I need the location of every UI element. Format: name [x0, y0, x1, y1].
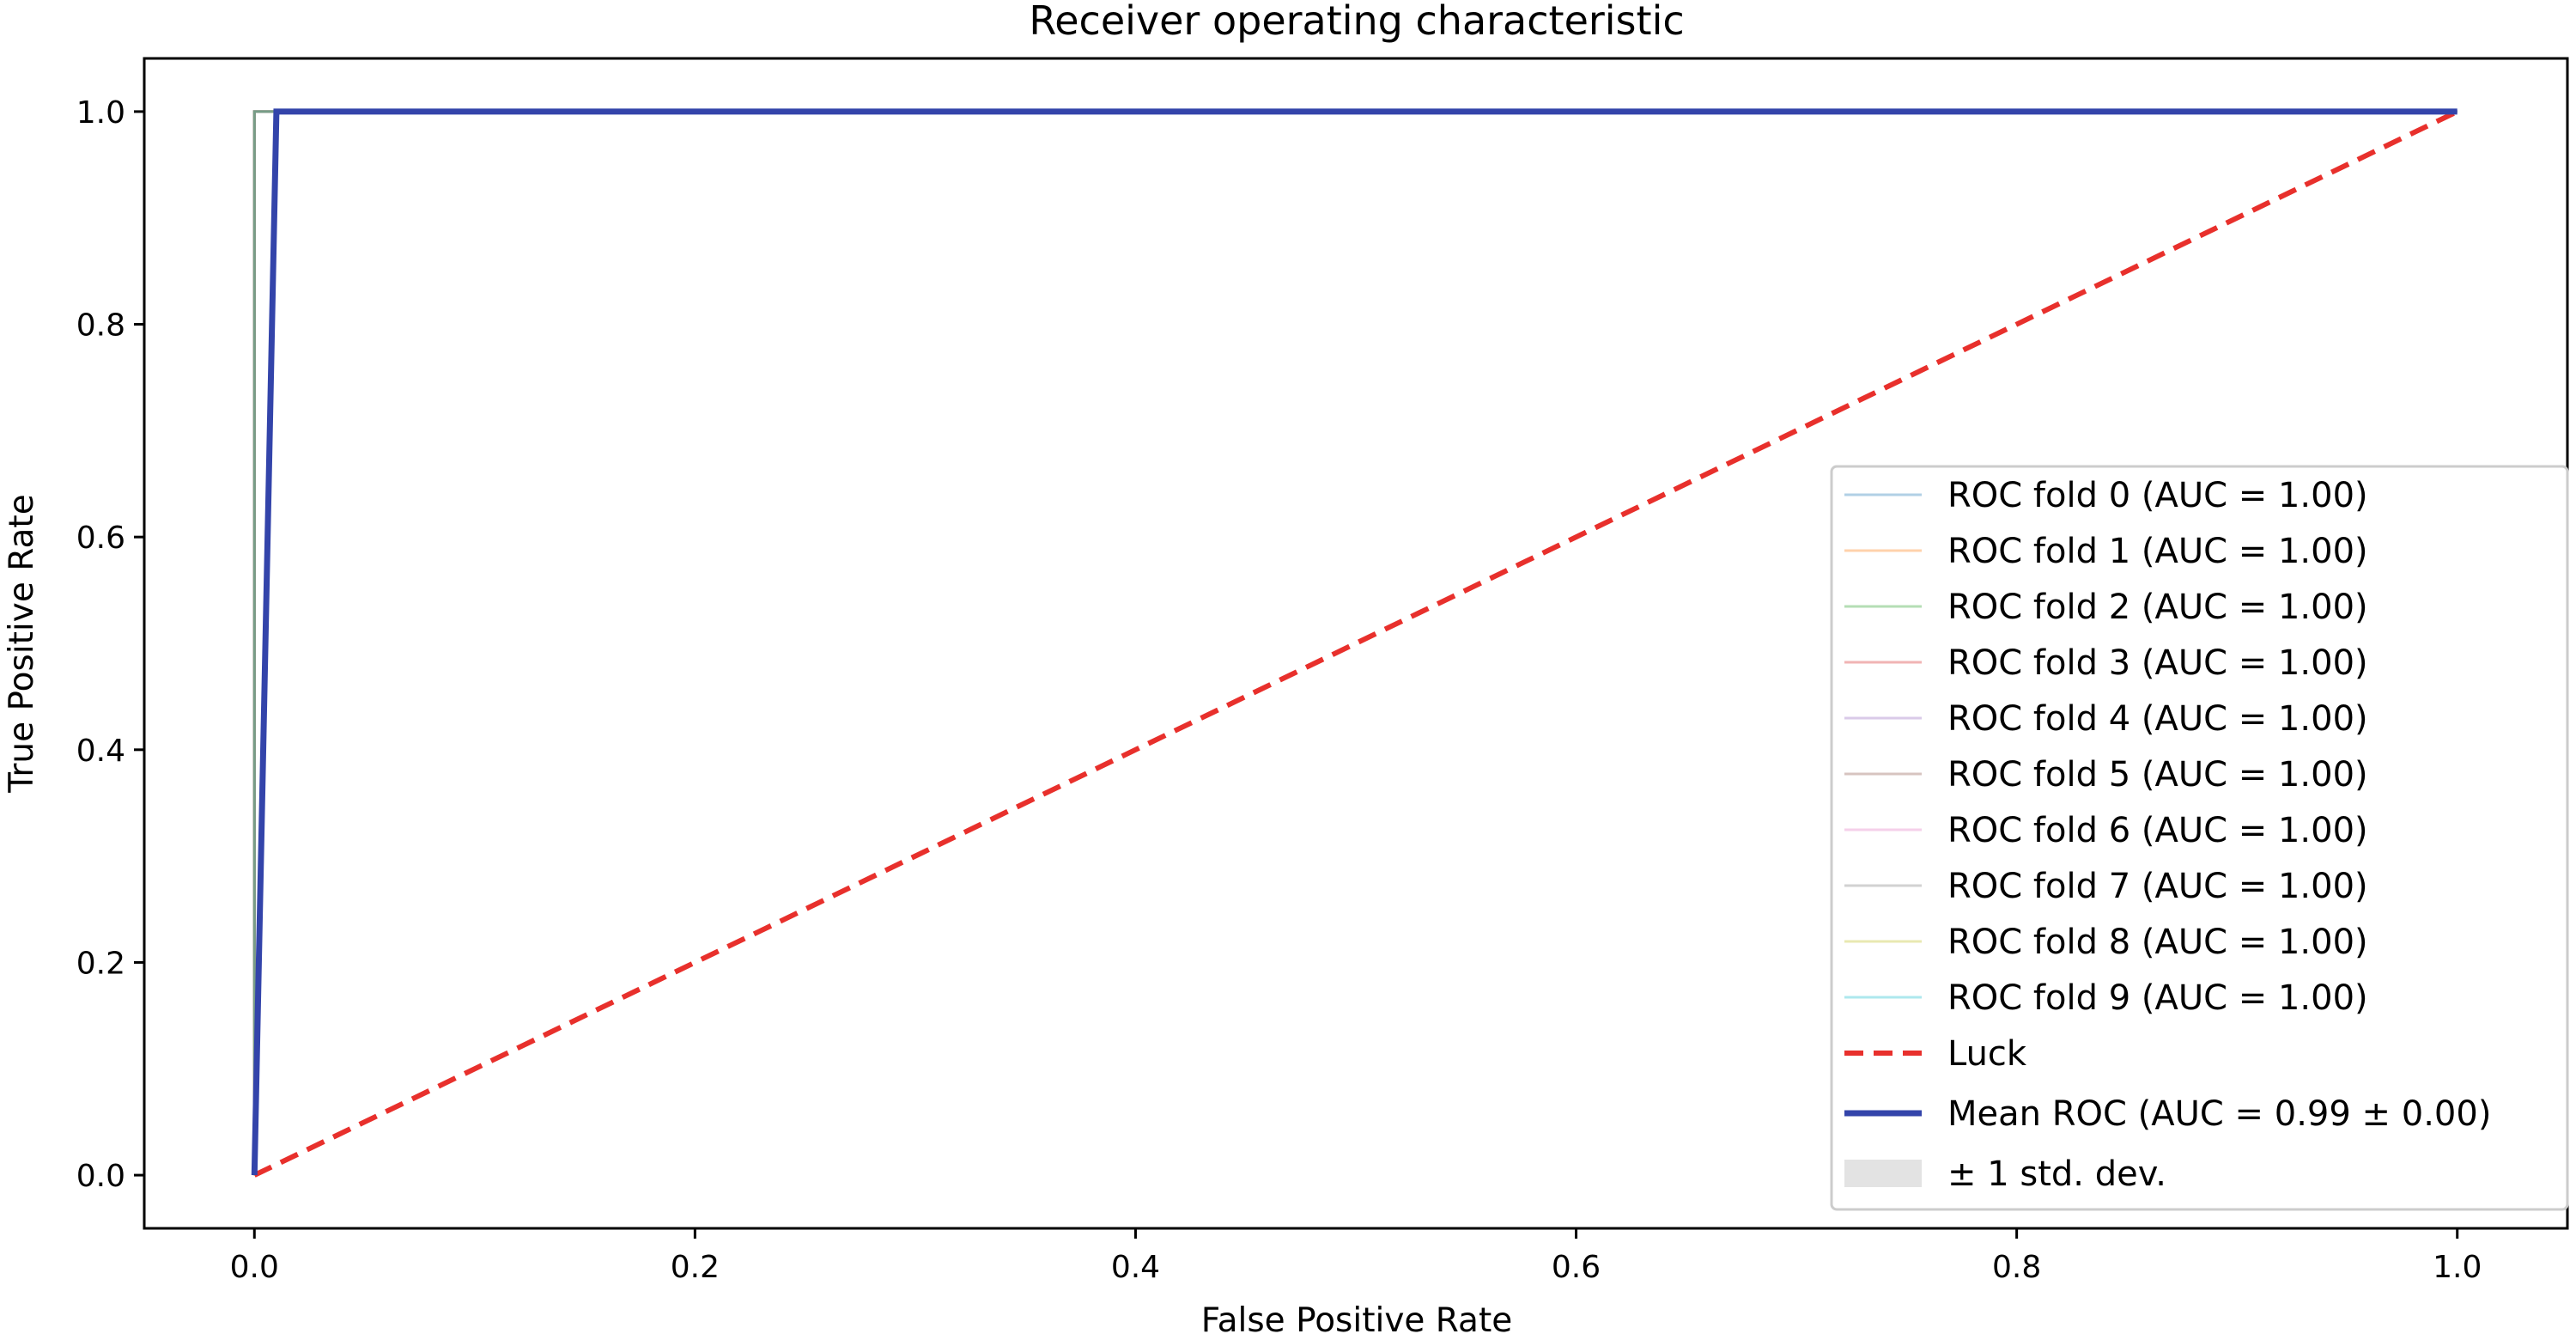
plot-lines	[251, 108, 2459, 1178]
legend-item: ROC fold 8 (AUC = 1.00)	[1844, 923, 2368, 962]
y-tick-label: 0.2	[76, 946, 125, 981]
legend-label: Mean ROC (AUC = 0.99 ± 0.00)	[1947, 1094, 2491, 1134]
legend-label: ROC fold 0 (AUC = 1.00)	[1947, 476, 2368, 515]
x-tick-label: 0.8	[1992, 1250, 2041, 1285]
legend-label: ± 1 std. dev.	[1947, 1154, 2166, 1194]
legend-item: Luck	[1844, 1034, 2027, 1074]
axis-ticks: 0.0 0.2 0.4 0.6 0.8 1.0 0.0 0.2 0.4 0.6 0.8 1.0	[76, 95, 2482, 1285]
y-tick-label: 0.8	[76, 308, 125, 344]
legend-box	[1830, 465, 2569, 1211]
legend: ROC fold 0 (AUC = 1.00) ROC fold 1 (AUC =…	[1830, 465, 2569, 1211]
legend-label: ROC fold 1 (AUC = 1.00)	[1947, 532, 2368, 571]
x-tick-label: 0.0	[230, 1250, 279, 1285]
series-line-11-mean-roc-auc-0-99-0-00	[251, 108, 2458, 1176]
y-tick-label: 0.4	[76, 734, 125, 769]
legend-item: ROC fold 2 (AUC = 1.00)	[1844, 588, 2368, 627]
x-tick-label: 0.2	[671, 1250, 720, 1285]
legend-label: ROC fold 8 (AUC = 1.00)	[1947, 923, 2368, 962]
legend-item: ROC fold 1 (AUC = 1.00)	[1844, 532, 2368, 571]
legend-label: ROC fold 6 (AUC = 1.00)	[1947, 811, 2368, 850]
y-axis-label: True Positive Rate	[3, 494, 41, 793]
legend-item: ROC fold 0 (AUC = 1.00)	[1844, 476, 2368, 515]
chart-title: Receiver operating characteristic	[1029, 0, 1684, 44]
legend-item: ROC fold 3 (AUC = 1.00)	[1844, 643, 2368, 683]
legend-item: ROC fold 6 (AUC = 1.00)	[1844, 811, 2368, 850]
legend-label: ROC fold 4 (AUC = 1.00)	[1947, 699, 2368, 739]
legend-item: ROC fold 9 (AUC = 1.00)	[1844, 978, 2368, 1018]
legend-item: ROC fold 5 (AUC = 1.00)	[1844, 755, 2368, 795]
y-tick-label: 1.0	[76, 95, 125, 131]
legend-swatch	[1844, 1160, 1922, 1187]
legend-label: ROC fold 5 (AUC = 1.00)	[1947, 755, 2368, 795]
x-axis-label: False Positive Rate	[1201, 1301, 1512, 1340]
legend-label: ROC fold 7 (AUC = 1.00)	[1947, 867, 2368, 906]
y-tick-label: 0.6	[76, 521, 125, 556]
x-tick-label: 0.6	[1552, 1250, 1601, 1285]
legend-label: ROC fold 2 (AUC = 1.00)	[1947, 588, 2368, 627]
legend-item: ROC fold 4 (AUC = 1.00)	[1844, 699, 2368, 739]
legend-label: ROC fold 9 (AUC = 1.00)	[1947, 978, 2368, 1018]
x-tick-label: 1.0	[2433, 1250, 2482, 1285]
legend-item: Mean ROC (AUC = 0.99 ± 0.00)	[1844, 1094, 2491, 1134]
x-tick-label: 0.4	[1111, 1250, 1160, 1285]
legend-item: ± 1 std. dev.	[1844, 1154, 2166, 1194]
legend-label: ROC fold 3 (AUC = 1.00)	[1947, 643, 2368, 683]
legend-item: ROC fold 7 (AUC = 1.00)	[1844, 867, 2368, 906]
legend-label: Luck	[1947, 1034, 2027, 1074]
y-tick-label: 0.0	[76, 1159, 125, 1194]
